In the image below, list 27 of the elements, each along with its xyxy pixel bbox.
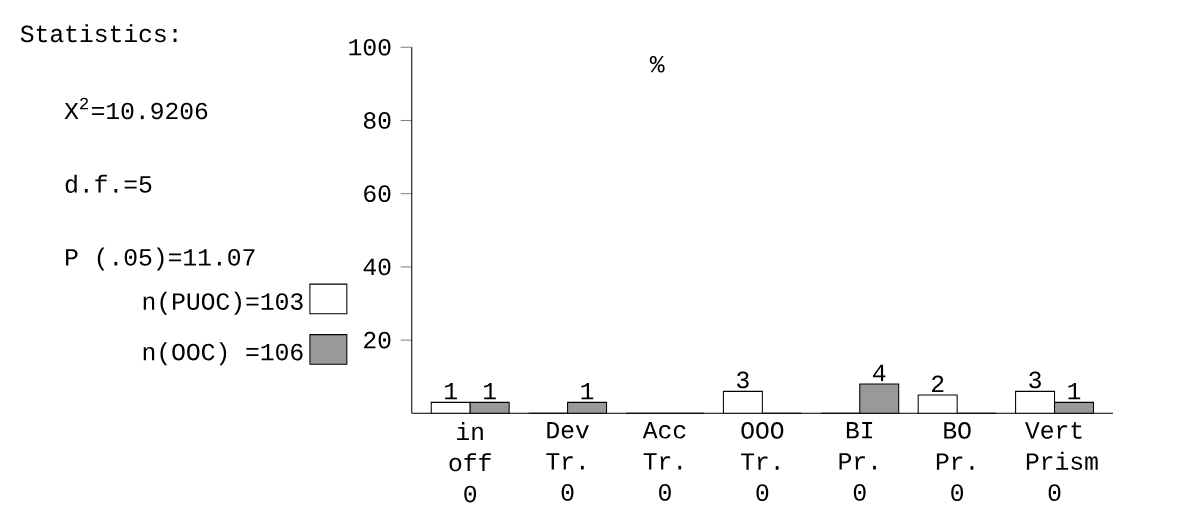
y-tick-label: 40: [363, 258, 391, 276]
annotation: 2: [932, 375, 944, 392]
x-tick-label: Dev Tr. 0: [546, 422, 589, 501]
annotation: 3: [737, 371, 749, 389]
annotation: 3: [1029, 371, 1041, 389]
x-tick-label: in off 0: [449, 422, 491, 503]
annotation: 1: [445, 382, 457, 400]
x-tick-label: Acc Tr. 0: [642, 422, 686, 501]
y-tick-label: 60: [364, 185, 391, 202]
x-tick-label: OOO Tr. 0: [741, 422, 784, 502]
annotation: 1: [1068, 382, 1081, 400]
legend-label: n(PUOC)=103: [143, 291, 303, 315]
annotation: 1: [484, 382, 496, 400]
annotation: 1: [581, 382, 594, 400]
text: P (.05)=11.07: [66, 247, 255, 271]
annotation: 4: [873, 364, 886, 381]
y-tick-label: 100: [349, 38, 391, 56]
y-tick-label: 80: [363, 112, 391, 129]
text: d.f.=5: [65, 174, 152, 193]
x-tick-label: BI Pr. 0: [839, 422, 876, 501]
x-tick-label: BO Pr. 0: [936, 422, 974, 502]
text: X$^{2}$=10.9206: [64, 97, 208, 120]
text: Statistics:: [20, 24, 177, 43]
x-tick-label: Vert Prism 0: [1025, 422, 1098, 501]
y-axis-title: %: [649, 55, 665, 73]
legend-label: n(OOC) =106: [143, 342, 303, 366]
y-tick-label: 20: [364, 331, 391, 349]
